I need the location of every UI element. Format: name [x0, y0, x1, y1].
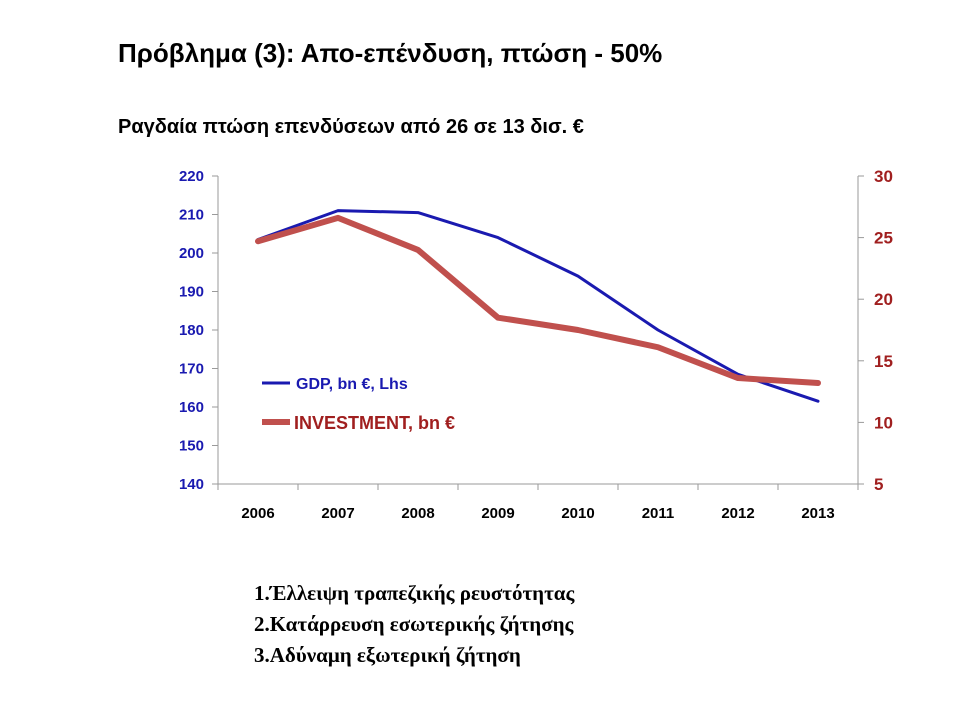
x-tick-label: 2010 [561, 505, 594, 522]
x-tick-label: 2007 [321, 505, 354, 522]
x-tick-label: 2009 [481, 505, 514, 522]
cause-item-2: 2.Κατάρρευση εσωτερικής ζήτησης [254, 612, 574, 636]
x-tick-label: 2011 [642, 505, 675, 522]
right-tick-label: 5 [874, 475, 883, 494]
legend-gdp-label: GDP, bn €, Lhs [296, 376, 408, 393]
gdp-series-line [256, 209, 820, 403]
cause-list: 1.Έλλειψη τραπεζικής ρευστότητας 2.Κατάρ… [254, 578, 574, 671]
slide-title: Πρόβλημα (3): Απο-επένδυση, πτώση - 50% [118, 38, 663, 68]
cause-item-1: 1.Έλλειψη τραπεζικής ρευστότητας [254, 581, 575, 605]
right-tick-label: 10 [874, 413, 893, 432]
x-tick-label: 2006 [241, 505, 274, 522]
left-tick-label: 150 [179, 438, 204, 455]
right-tick-label: 25 [874, 229, 893, 248]
left-tick-label: 160 [179, 399, 204, 416]
left-tick-label: 200 [179, 245, 204, 262]
cause-item-3: 3.Αδύναμη εξωτερική ζήτηση [254, 643, 521, 667]
left-tick-label: 190 [179, 284, 204, 301]
right-tick-label: 30 [874, 167, 893, 186]
right-tick-label: 20 [874, 290, 893, 309]
x-tick-label: 2008 [401, 505, 434, 522]
x-tick-label: 2012 [721, 505, 754, 522]
left-tick-label: 140 [179, 476, 204, 493]
legend-investment-label: INVESTMENT, bn € [294, 413, 455, 433]
left-tick-label: 220 [179, 168, 204, 185]
x-tick-label: 2013 [801, 505, 834, 522]
left-tick-label: 170 [179, 361, 204, 378]
left-tick-label: 210 [179, 207, 204, 224]
slide-subtitle: Ραγδαία πτώση επενδύσεων από 26 σε 13 δι… [118, 116, 584, 138]
left-tick-label: 180 [179, 322, 204, 339]
investment-series-line [255, 214, 821, 386]
right-tick-label: 15 [874, 352, 893, 371]
